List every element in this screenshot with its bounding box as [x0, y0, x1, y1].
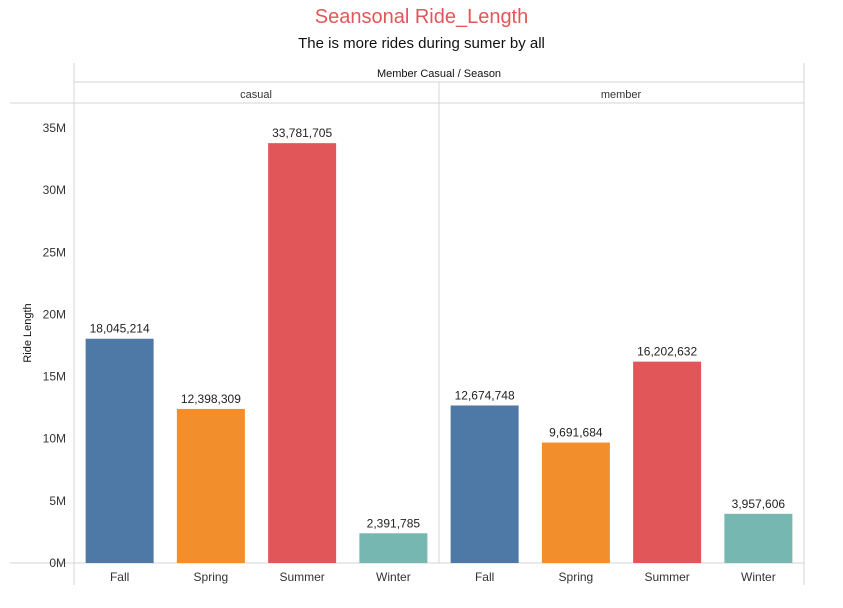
y-axis-ticks: 0M 5M 10M 15M 20M 25M 30M 35M [43, 121, 66, 570]
bars: 18,045,214 12,398,309 33,781,705 2,391,785 1… [85, 126, 793, 563]
column-header: Member Casual / Season [377, 68, 501, 80]
bar-member-spring [541, 442, 610, 563]
bar-member-winter [724, 513, 793, 563]
bar-casual-fall [85, 338, 154, 563]
bar-value-label: 9,691,684 [549, 426, 603, 440]
y-tick-label: 15M [43, 370, 66, 384]
x-axis-ticks: Fall Spring Summer Winter Fall Spring Summer Wi… [110, 570, 776, 584]
panel-header-member: member [601, 89, 642, 101]
panel-header-casual: casual [240, 89, 272, 101]
bar-value-label: 3,957,606 [732, 497, 786, 511]
x-tick-label: Winter [741, 570, 776, 584]
y-tick-label: 25M [43, 245, 66, 259]
bar-member-fall [450, 405, 519, 563]
x-tick-label: Winter [376, 570, 411, 584]
bar-casual-spring [176, 408, 245, 563]
bar-casual-winter [359, 533, 428, 563]
chart-title: Seansonal Ride_Length [314, 6, 529, 28]
y-tick-label: 10M [43, 432, 66, 446]
chart-subtitle: The is more rides during sumer by all [298, 35, 545, 52]
y-tick-label: 30M [43, 183, 66, 197]
y-tick-label: 0M [49, 556, 66, 570]
bar-value-label: 12,674,748 [455, 388, 515, 402]
bar-value-label: 12,398,309 [181, 392, 241, 406]
bar-value-label: 16,202,632 [637, 345, 697, 359]
x-tick-label: Fall [110, 570, 129, 584]
y-axis-label: Ride Length [22, 303, 34, 362]
x-tick-label: Spring [559, 570, 594, 584]
bar-value-label: 18,045,214 [90, 322, 150, 336]
bar-value-label: 33,781,705 [272, 126, 332, 140]
x-tick-label: Fall [475, 570, 494, 584]
y-tick-label: 5M [49, 494, 66, 508]
bar-casual-summer [268, 143, 337, 563]
y-tick-label: 35M [43, 121, 66, 135]
bar-value-label: 2,391,785 [367, 516, 421, 530]
y-tick-label: 20M [43, 307, 66, 321]
x-tick-label: Summer [279, 570, 324, 584]
x-tick-label: Spring [194, 570, 229, 584]
bar-member-summer [633, 361, 702, 563]
x-tick-label: Summer [644, 570, 689, 584]
